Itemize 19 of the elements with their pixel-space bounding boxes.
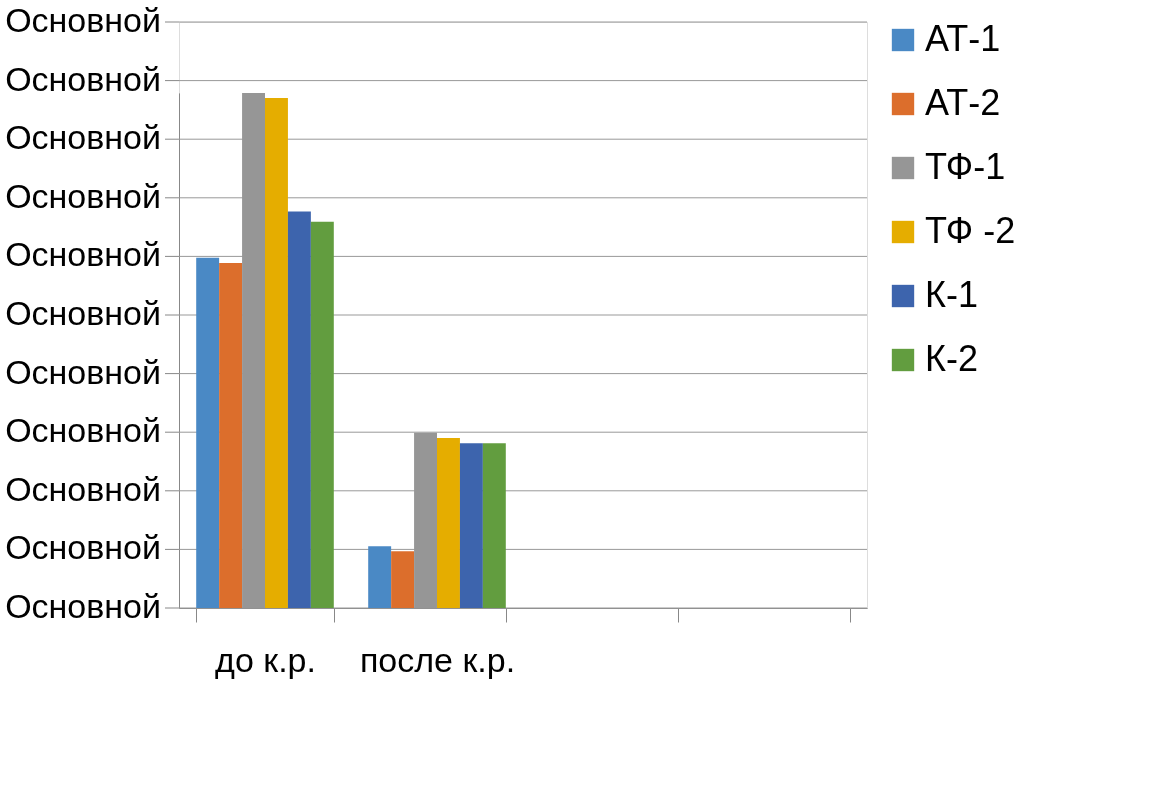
legend-label: АТ-1	[925, 18, 1001, 59]
text: Основной	[5, 118, 161, 157]
text: Основной	[5, 528, 161, 567]
text: Основной	[5, 1, 161, 39]
text: Основной	[5, 59, 161, 98]
text: Основной	[5, 352, 161, 391]
text: Основной	[5, 176, 161, 215]
legend-label: ТФ-1	[925, 146, 1006, 187]
legend-label: АТ-2	[925, 82, 1001, 123]
legend-label: К-1	[925, 274, 978, 315]
x-tick-label: после к.р.	[359, 640, 516, 679]
text: Основной	[5, 587, 161, 625]
x-tick-label: до к.р.	[215, 640, 316, 679]
legend-label: ТФ -2	[925, 210, 1016, 251]
text: Основной	[5, 411, 161, 450]
text: Основной	[5, 469, 161, 508]
legend-label: К-2	[925, 338, 978, 379]
text: Основной	[5, 294, 161, 332]
text: Основной	[5, 235, 161, 274]
